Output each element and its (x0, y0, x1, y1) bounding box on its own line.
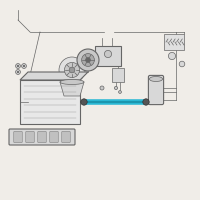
Circle shape (16, 70, 20, 74)
Circle shape (143, 99, 149, 105)
FancyBboxPatch shape (50, 131, 58, 143)
FancyBboxPatch shape (62, 131, 70, 143)
Circle shape (64, 62, 80, 78)
Circle shape (119, 91, 121, 93)
Circle shape (69, 67, 75, 73)
Circle shape (17, 71, 19, 73)
Bar (164, 34, 184, 50)
Circle shape (82, 54, 94, 66)
Circle shape (168, 52, 176, 60)
Polygon shape (60, 82, 84, 96)
Circle shape (104, 50, 112, 58)
FancyBboxPatch shape (26, 131, 34, 143)
Polygon shape (95, 46, 121, 66)
Circle shape (114, 86, 118, 90)
FancyBboxPatch shape (148, 75, 164, 105)
Circle shape (22, 64, 26, 68)
Circle shape (179, 61, 185, 67)
Circle shape (81, 99, 87, 105)
Circle shape (16, 64, 20, 68)
Circle shape (17, 65, 19, 67)
Ellipse shape (60, 79, 84, 84)
Circle shape (86, 58, 90, 62)
Bar (112, 68, 124, 82)
Ellipse shape (149, 76, 163, 82)
Circle shape (77, 49, 99, 71)
Circle shape (23, 65, 25, 67)
Circle shape (100, 86, 104, 90)
FancyBboxPatch shape (9, 129, 75, 145)
FancyBboxPatch shape (14, 131, 22, 143)
Polygon shape (20, 72, 88, 80)
Circle shape (59, 57, 85, 83)
FancyBboxPatch shape (38, 131, 46, 143)
Bar (20, 80, 80, 124)
